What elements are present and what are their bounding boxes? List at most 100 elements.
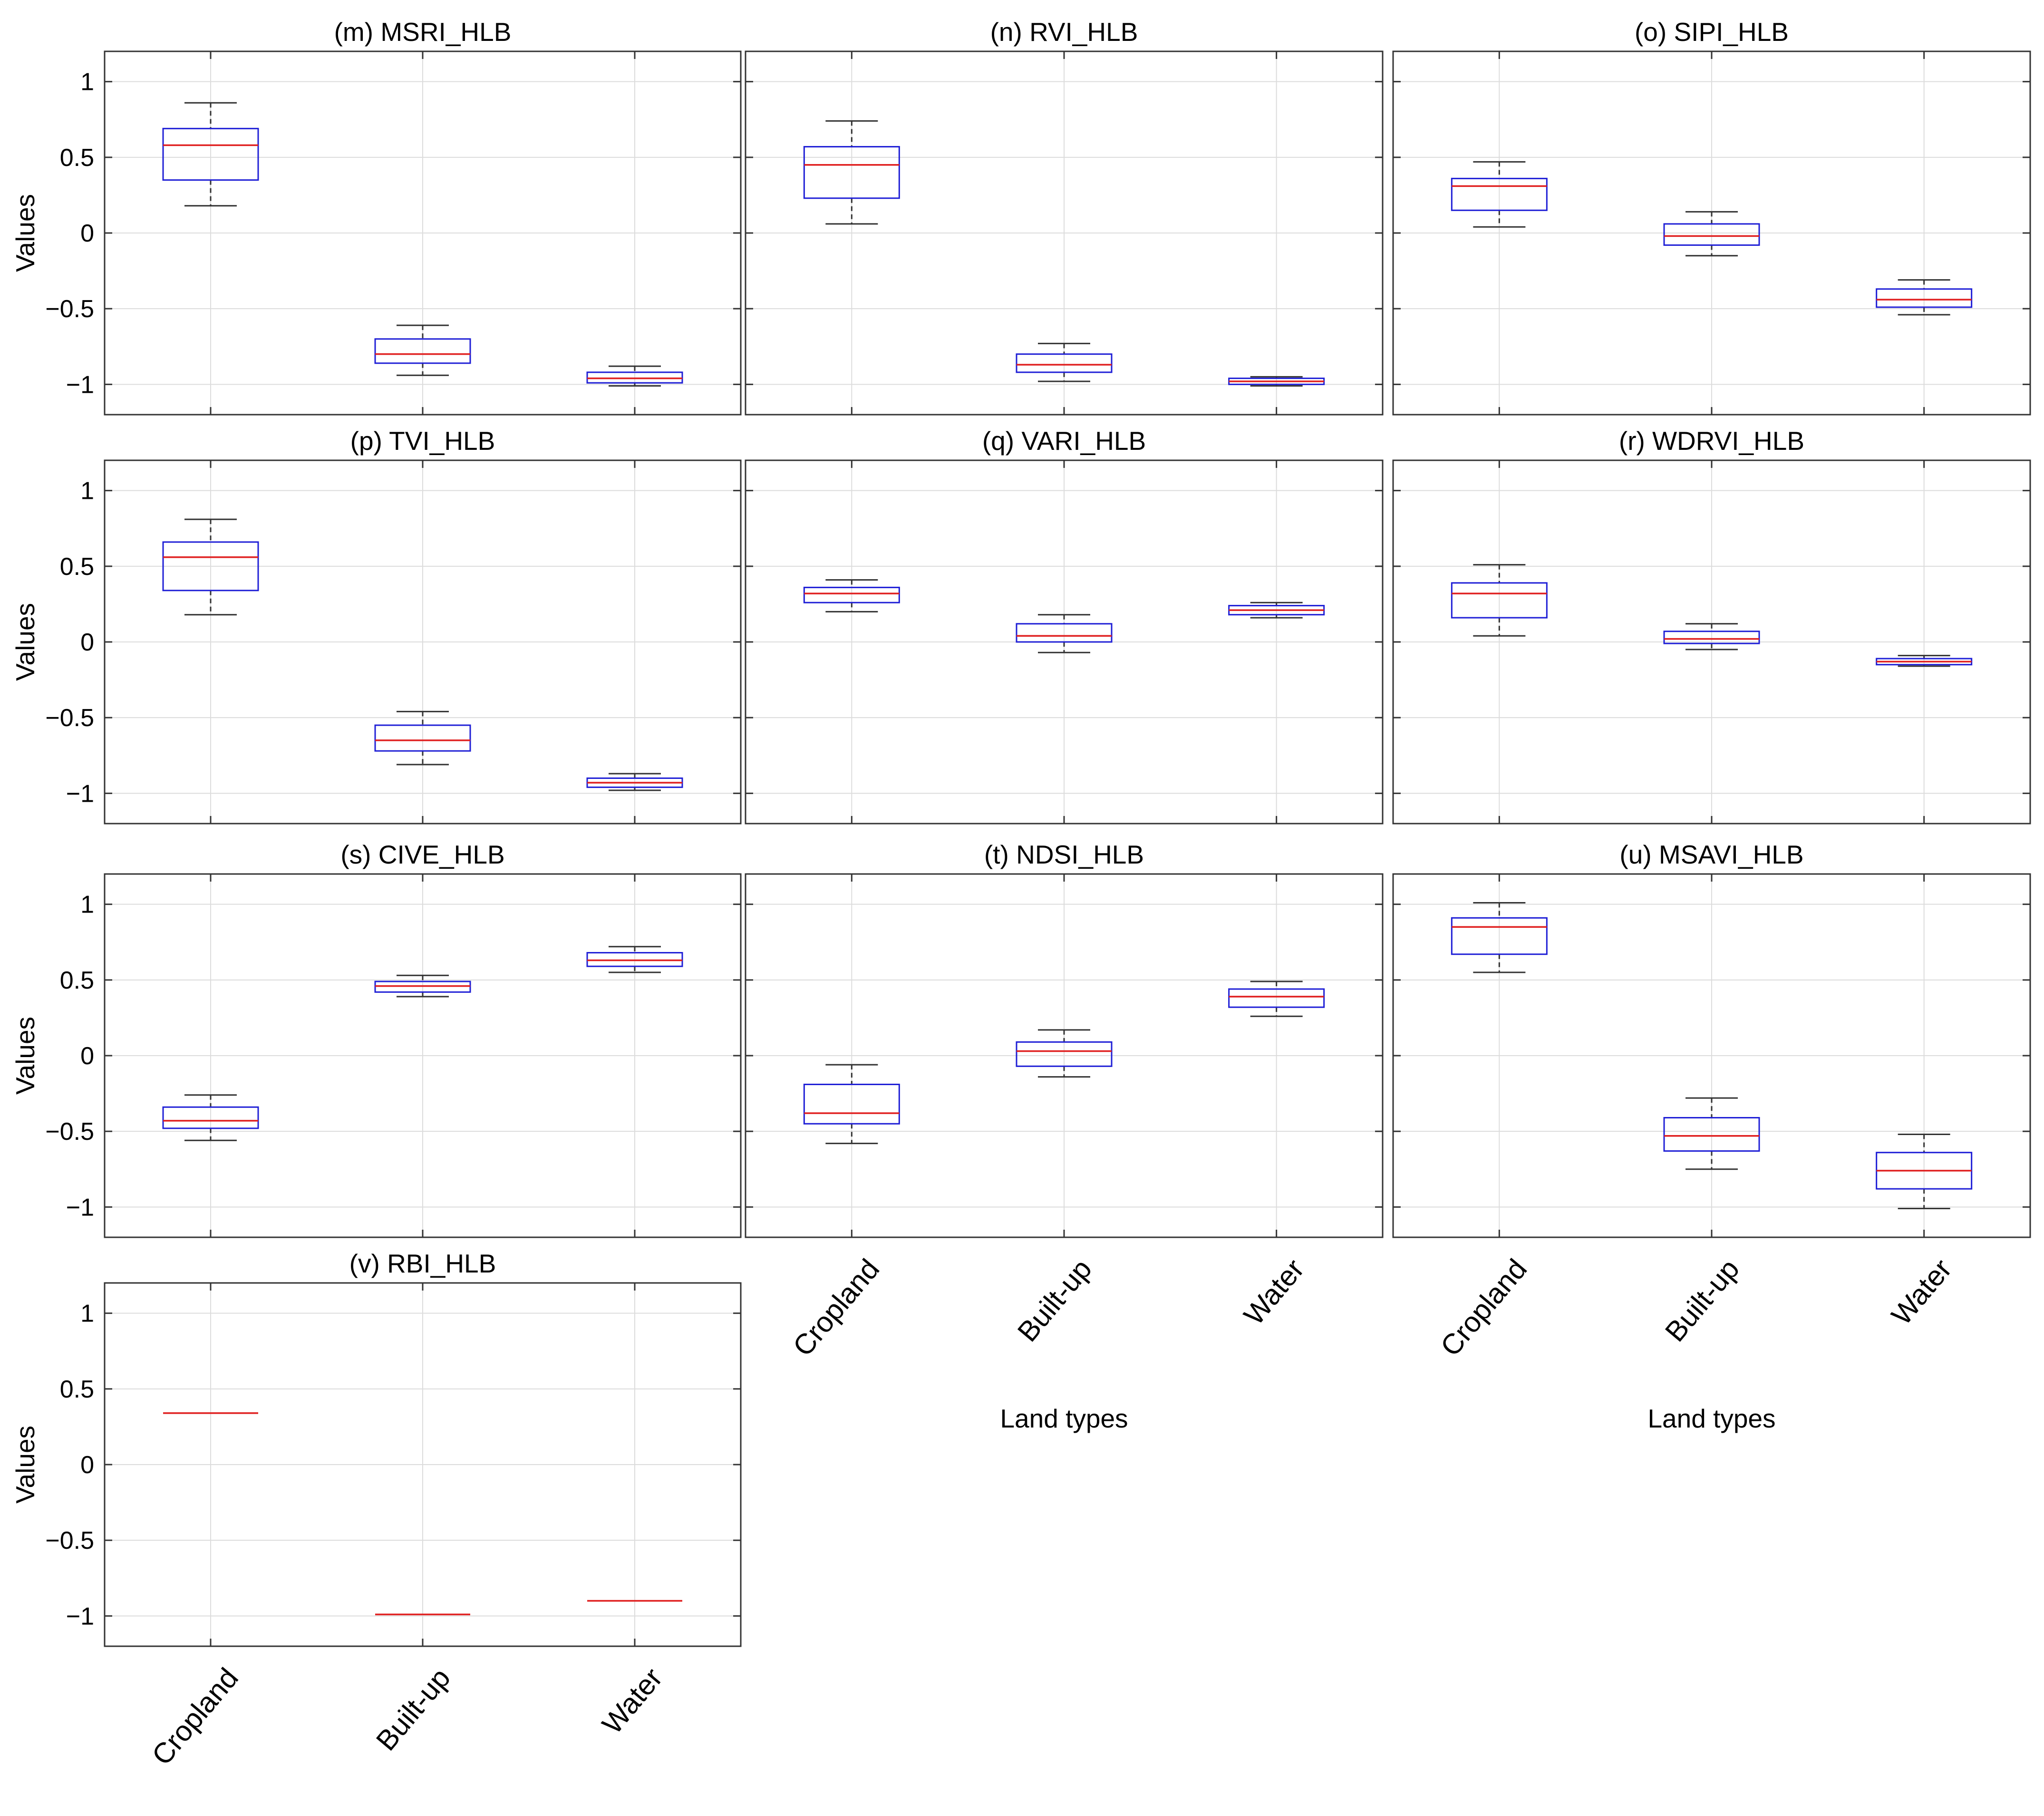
iqr-box xyxy=(1451,917,1548,955)
iqr-box xyxy=(374,724,471,752)
iqr-box xyxy=(162,1106,259,1129)
y-axis-label: Values xyxy=(10,1017,40,1095)
box-built-up xyxy=(1663,623,1760,651)
y-tick-label: 0.5 xyxy=(60,553,94,581)
x-axis-label: Land types xyxy=(1000,1404,1128,1433)
panel-title: (n) RVI_HLB xyxy=(990,17,1138,47)
panel-title: (o) SIPI_HLB xyxy=(1635,17,1789,47)
box-cropland xyxy=(803,120,900,225)
iqr-box xyxy=(1016,353,1113,373)
y-tick-label: 0.5 xyxy=(60,967,94,994)
panel-q-vari-hlb: (q) VARI_HLB xyxy=(745,426,1384,825)
iqr-box xyxy=(803,146,900,199)
panel-title: (p) TVI_HLB xyxy=(350,426,495,456)
box-cropland xyxy=(1451,161,1548,228)
box-built-up xyxy=(1016,1029,1113,1078)
y-tick-label: −1 xyxy=(66,780,94,807)
x-tick-label: Water xyxy=(596,1662,668,1740)
panel-s-cive-hlb: 1 0.5 0 −0.5 −1 Values (s) CIVE_HLB xyxy=(10,840,742,1238)
y-axis-label: Values xyxy=(10,194,40,272)
box-cropland xyxy=(1451,564,1548,637)
box-cropland xyxy=(803,1064,900,1145)
x-tick-label: Water xyxy=(1885,1253,1958,1331)
iqr-box xyxy=(1228,988,1325,1008)
y-tick-label: 0 xyxy=(80,1451,94,1479)
panel-title: (t) NDSI_HLB xyxy=(984,840,1144,869)
box-water xyxy=(586,946,683,973)
iqr-box xyxy=(1451,582,1548,619)
box-built-up xyxy=(374,710,471,766)
box-water xyxy=(1228,602,1325,619)
box-built-up xyxy=(1016,614,1113,653)
panel-v-rbi-hlb: 1 0.5 0 −0.5 −1 Values (v) RBI_HLB Cropland Buil… xyxy=(10,1249,742,1816)
iqr-box xyxy=(1663,631,1760,644)
iqr-box xyxy=(1876,288,1973,308)
x-tick-label: Cropland xyxy=(787,1253,886,1362)
iqr-box xyxy=(374,338,471,364)
y-tick-label: 1 xyxy=(80,477,94,505)
box-built-up xyxy=(374,974,471,998)
x-tick-label: Built-up xyxy=(1011,1253,1098,1348)
iqr-box xyxy=(1016,623,1113,643)
panel-n-rvi-hlb: (n) RVI_HLB xyxy=(745,17,1384,416)
box-water xyxy=(1876,1134,1973,1210)
x-tick-label: Cropland xyxy=(145,1662,244,1771)
iqr-box xyxy=(1663,223,1760,246)
box-cropland xyxy=(803,579,900,612)
box-built-up xyxy=(1016,342,1113,382)
box-cropland xyxy=(162,518,259,616)
panel-title: (s) CIVE_HLB xyxy=(340,840,504,869)
box-water xyxy=(586,365,683,387)
x-axis-label: Land types xyxy=(358,1813,486,1816)
iqr-box xyxy=(162,127,259,181)
y-tick-label: 0 xyxy=(80,220,94,247)
iqr-box xyxy=(162,541,259,592)
panel-u-msavi-hlb: (u) MSAVI_HLB Cropland Built-up Water Land t… xyxy=(1392,840,2031,1433)
panel-r-wdrvi-hlb: (r) WDRVI_HLB xyxy=(1392,426,2031,825)
box-water xyxy=(1876,279,1973,316)
x-tick-label: Built-up xyxy=(370,1662,456,1757)
y-tick-label: −0.5 xyxy=(45,1118,94,1146)
y-tick-label: −0.5 xyxy=(45,1527,94,1554)
box-built-up xyxy=(1663,211,1760,257)
panel-title: (r) WDRVI_HLB xyxy=(1619,426,1804,456)
y-tick-label: 1 xyxy=(80,891,94,919)
y-tick-label: 0.5 xyxy=(60,1376,94,1403)
panel-t-ndsi-hlb: (t) NDSI_HLB Cropland Built-up Water Land ty… xyxy=(745,840,1384,1433)
iqr-box xyxy=(803,1083,900,1125)
iqr-box xyxy=(1451,177,1548,211)
y-axis-label: Values xyxy=(10,603,40,681)
panel-title: (u) MSAVI_HLB xyxy=(1619,840,1803,869)
iqr-box xyxy=(1663,1117,1760,1152)
y-tick-label: −1 xyxy=(66,371,94,398)
box-built-up xyxy=(374,324,471,376)
iqr-box xyxy=(803,586,900,603)
iqr-box xyxy=(1016,1041,1113,1067)
y-tick-label: 1 xyxy=(80,68,94,96)
panel-m-msri-hlb: 1 0.5 0 −0.5 −1 Values (m) MSRI_HLB xyxy=(10,17,742,416)
x-axis-label: Land types xyxy=(1647,1404,1775,1433)
y-axis-label: Values xyxy=(10,1426,40,1504)
y-tick-label: −0.5 xyxy=(45,704,94,732)
x-tick-label: Built-up xyxy=(1659,1253,1745,1348)
y-tick-label: 0 xyxy=(80,1042,94,1070)
x-tick-label: Water xyxy=(1238,1253,1310,1331)
x-tick-label: Cropland xyxy=(1434,1253,1533,1362)
box-water xyxy=(586,773,683,791)
panel-p-tvi-hlb: 1 0.5 0 −0.5 −1 Values (p) TVI_HLB xyxy=(10,426,742,825)
box-cropland xyxy=(1451,902,1548,973)
y-tick-label: −0.5 xyxy=(45,295,94,323)
box-built-up xyxy=(1663,1097,1760,1170)
y-tick-label: 1 xyxy=(80,1300,94,1328)
y-tick-label: 0.5 xyxy=(60,144,94,172)
y-tick-label: −1 xyxy=(66,1602,94,1630)
panel-title: (q) VARI_HLB xyxy=(982,426,1146,456)
panel-title: (v) RBI_HLB xyxy=(349,1249,496,1278)
box-cropland xyxy=(162,1094,259,1141)
panel-o-sipi-hlb: (o) SIPI_HLB xyxy=(1392,17,2031,416)
box-water xyxy=(1228,376,1325,387)
y-tick-label: −1 xyxy=(66,1194,94,1221)
box-water xyxy=(1876,655,1973,667)
box-cropland xyxy=(162,102,259,207)
